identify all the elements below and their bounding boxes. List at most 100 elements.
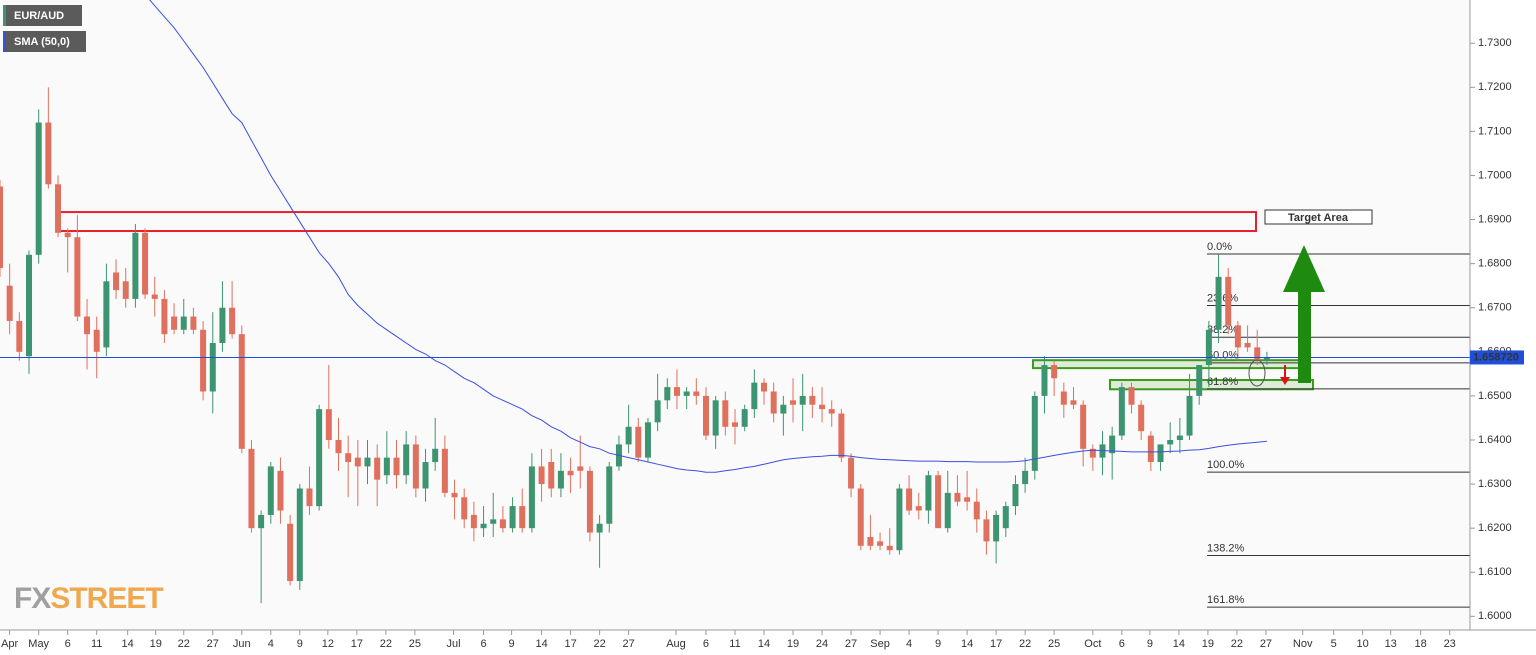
candle-body <box>1051 365 1058 379</box>
legend-swatch <box>3 31 6 52</box>
legend-label: EUR/AUD <box>14 10 64 22</box>
candle-body <box>557 470 564 489</box>
candle-body <box>1012 484 1019 507</box>
candle-body <box>935 475 942 529</box>
candle-body <box>93 329 100 352</box>
candle-body <box>712 400 719 436</box>
candle-body <box>412 444 419 489</box>
candle-body <box>973 501 980 520</box>
candle-body <box>1167 439 1174 445</box>
candle-body <box>0 186 3 269</box>
x-tick-label: 13 <box>1385 638 1397 650</box>
candle-body <box>16 320 23 352</box>
candle-body <box>1186 395 1193 436</box>
x-tick-label: 22 <box>178 638 190 650</box>
x-tick-label: Jul <box>447 638 461 650</box>
candle-body <box>548 462 555 489</box>
x-tick-label: 14 <box>1173 638 1185 650</box>
candle-body <box>490 519 497 524</box>
candle-body <box>151 294 158 299</box>
highlight-ellipse <box>1248 359 1266 387</box>
candle-body <box>1060 391 1067 405</box>
candle-body <box>780 404 787 414</box>
annotation-box <box>1264 209 1373 225</box>
candle-body <box>683 391 690 396</box>
y-tick-label: 1.6800 <box>1478 258 1512 270</box>
y-tick-label: 1.6200 <box>1478 522 1512 534</box>
x-tick-label: 6 <box>65 638 71 650</box>
y-tick-label: 1.6100 <box>1478 566 1512 578</box>
candle-body <box>403 444 410 476</box>
x-tick-label: Apr <box>1 638 18 650</box>
candle-body <box>190 316 197 330</box>
candle-body <box>751 382 758 410</box>
candle-body <box>171 316 178 330</box>
candle-body <box>354 457 361 467</box>
x-tick-label: 17 <box>990 638 1002 650</box>
candle-body <box>209 342 216 392</box>
candle-body <box>906 488 913 511</box>
legend-box <box>3 31 86 52</box>
y-tick-label: 1.6000 <box>1478 610 1512 622</box>
legend-box <box>3 5 82 26</box>
candle-body <box>877 541 884 546</box>
candle-body <box>103 281 110 348</box>
candle-body <box>374 457 381 480</box>
candle-body <box>26 254 33 357</box>
x-tick-label: Oct <box>1084 638 1101 650</box>
legend-swatch <box>3 5 6 26</box>
candle-body <box>6 285 13 321</box>
candle-body <box>799 395 806 405</box>
x-tick-label: 9 <box>1147 638 1153 650</box>
candle-body <box>644 422 651 458</box>
down-arrow-head <box>1280 377 1290 385</box>
candle-body <box>1254 347 1261 361</box>
candle-body <box>732 422 738 427</box>
x-tick-label: 9 <box>297 638 303 650</box>
x-tick-label: 25 <box>409 638 421 650</box>
candle-body <box>1070 400 1077 405</box>
x-tick-label: 11 <box>91 638 102 650</box>
x-tick-label: May <box>28 638 49 650</box>
last-price-box <box>1470 350 1524 365</box>
candle-body <box>577 466 584 471</box>
candle-body <box>528 466 535 529</box>
y-tick-label: 1.6300 <box>1478 478 1512 490</box>
x-tick-label: 27 <box>845 638 857 650</box>
sma-line <box>149 0 1267 473</box>
candle-body <box>161 298 168 335</box>
candle-body <box>857 488 864 546</box>
candle-body <box>1109 435 1116 454</box>
x-tick-label: 17 <box>351 638 363 650</box>
x-tick-label: Aug <box>666 638 686 650</box>
candle-body <box>1244 342 1251 348</box>
up-arrow-shaft <box>1298 290 1311 383</box>
candle-body <box>886 545 893 551</box>
candle-body <box>654 400 661 423</box>
y-tick-label: 1.7100 <box>1478 125 1512 137</box>
x-tick-label: 18 <box>1415 638 1427 650</box>
fib-label: 138.2% <box>1207 542 1245 554</box>
y-tick-label: 1.6500 <box>1478 390 1512 402</box>
x-tick-label: 19 <box>787 638 799 650</box>
last-price-label: 1.658720 <box>1473 351 1519 363</box>
x-tick-label: 10 <box>1357 638 1369 650</box>
x-tick-label: 19 <box>150 638 162 650</box>
candle-body <box>287 523 294 582</box>
annotation: Target Area <box>1288 212 1349 224</box>
candle-body <box>229 307 236 335</box>
candle-body <box>1263 357 1270 361</box>
fib-label: 38.2% <box>1207 324 1238 336</box>
fib-label: 23.6% <box>1207 292 1238 304</box>
candle-body <box>64 232 71 238</box>
candle-body <box>693 391 700 396</box>
candle-body <box>258 514 265 529</box>
candle-body <box>325 409 332 440</box>
watermark-suffix: STREET <box>50 582 163 615</box>
candle-body <box>1176 435 1183 440</box>
x-tick-label: 27 <box>1260 638 1272 650</box>
candle-body <box>1157 444 1164 463</box>
candle-body <box>838 413 845 458</box>
up-arrow-head <box>1283 245 1325 292</box>
watermark-prefix: FX <box>14 582 51 615</box>
